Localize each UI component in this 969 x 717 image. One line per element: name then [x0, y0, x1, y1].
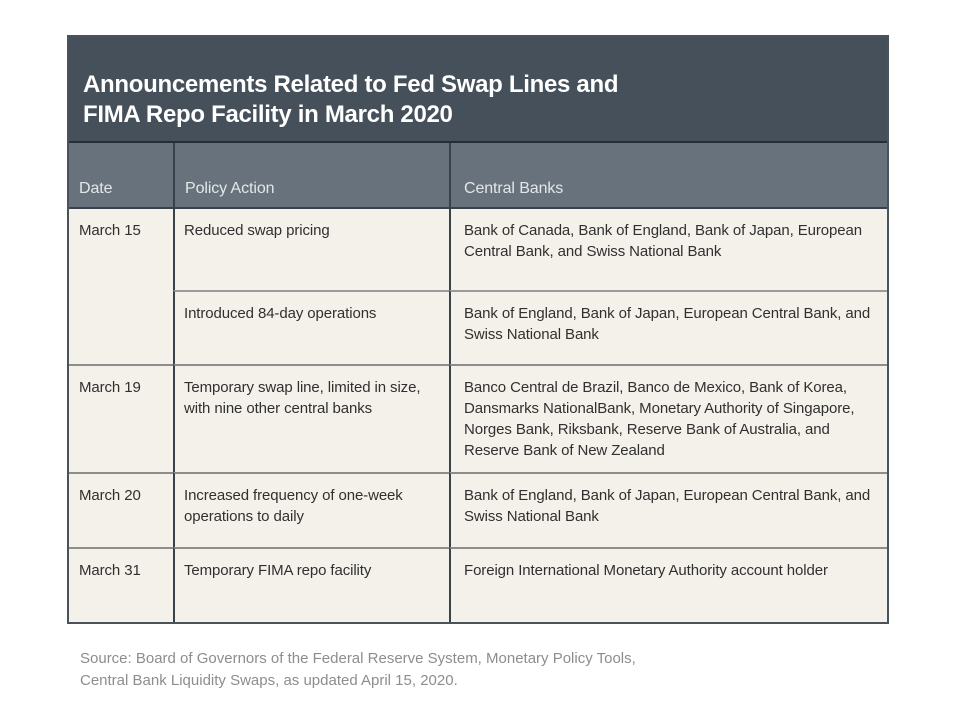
column-header-central-banks: Central Banks	[449, 143, 887, 209]
cell-date-march-15: March 15	[79, 222, 141, 239]
column-header-date: Date	[69, 143, 173, 209]
source-note-line2: Central Bank Liquidity Swaps, as updated…	[80, 672, 458, 689]
source-note: Source: Board of Governors of the Federa…	[80, 648, 636, 692]
cell-action-temporary-swap-line: Temporary swap line, limited in size, wi…	[173, 364, 449, 472]
announcements-table: Announcements Related to Fed Swap Lines …	[67, 35, 889, 624]
table-title-line1: Announcements Related to Fed Swap Lines …	[83, 71, 619, 98]
table-title-band: Announcements Related to Fed Swap Lines …	[69, 37, 887, 143]
cell-date-march-31: March 31	[69, 547, 173, 622]
cell-action-reduced-swap-pricing: Reduced swap pricing	[173, 209, 449, 290]
cell-banks-row-4: Bank of England, Bank of Japan, European…	[449, 472, 887, 547]
cell-date-march-20: March 20	[69, 472, 173, 547]
cell-action-increased-frequency: Increased frequency of one-week operatio…	[173, 472, 449, 547]
cell-action-84-day-operations: Introduced 84-day operations	[173, 290, 449, 364]
cell-action-fima-repo-facility: Temporary FIMA repo facility	[173, 547, 449, 622]
cell-banks-row-1: Bank of Canada, Bank of England, Bank of…	[449, 209, 887, 290]
cell-banks-row-3: Banco Central de Brazil, Banco de Mexico…	[449, 364, 887, 472]
table-title-line2: FIMA Repo Facility in March 2020	[83, 101, 453, 128]
cell-date-march-19: March 19	[69, 364, 173, 472]
cell-banks-row-2: Bank of England, Bank of Japan, European…	[449, 290, 887, 364]
table-grid: Date Policy Action Central Banks March 1…	[69, 143, 887, 622]
column-header-policy-action: Policy Action	[173, 143, 449, 209]
cell-banks-row-5: Foreign International Monetary Authority…	[449, 547, 887, 622]
source-note-line1: Source: Board of Governors of the Federa…	[80, 650, 636, 667]
